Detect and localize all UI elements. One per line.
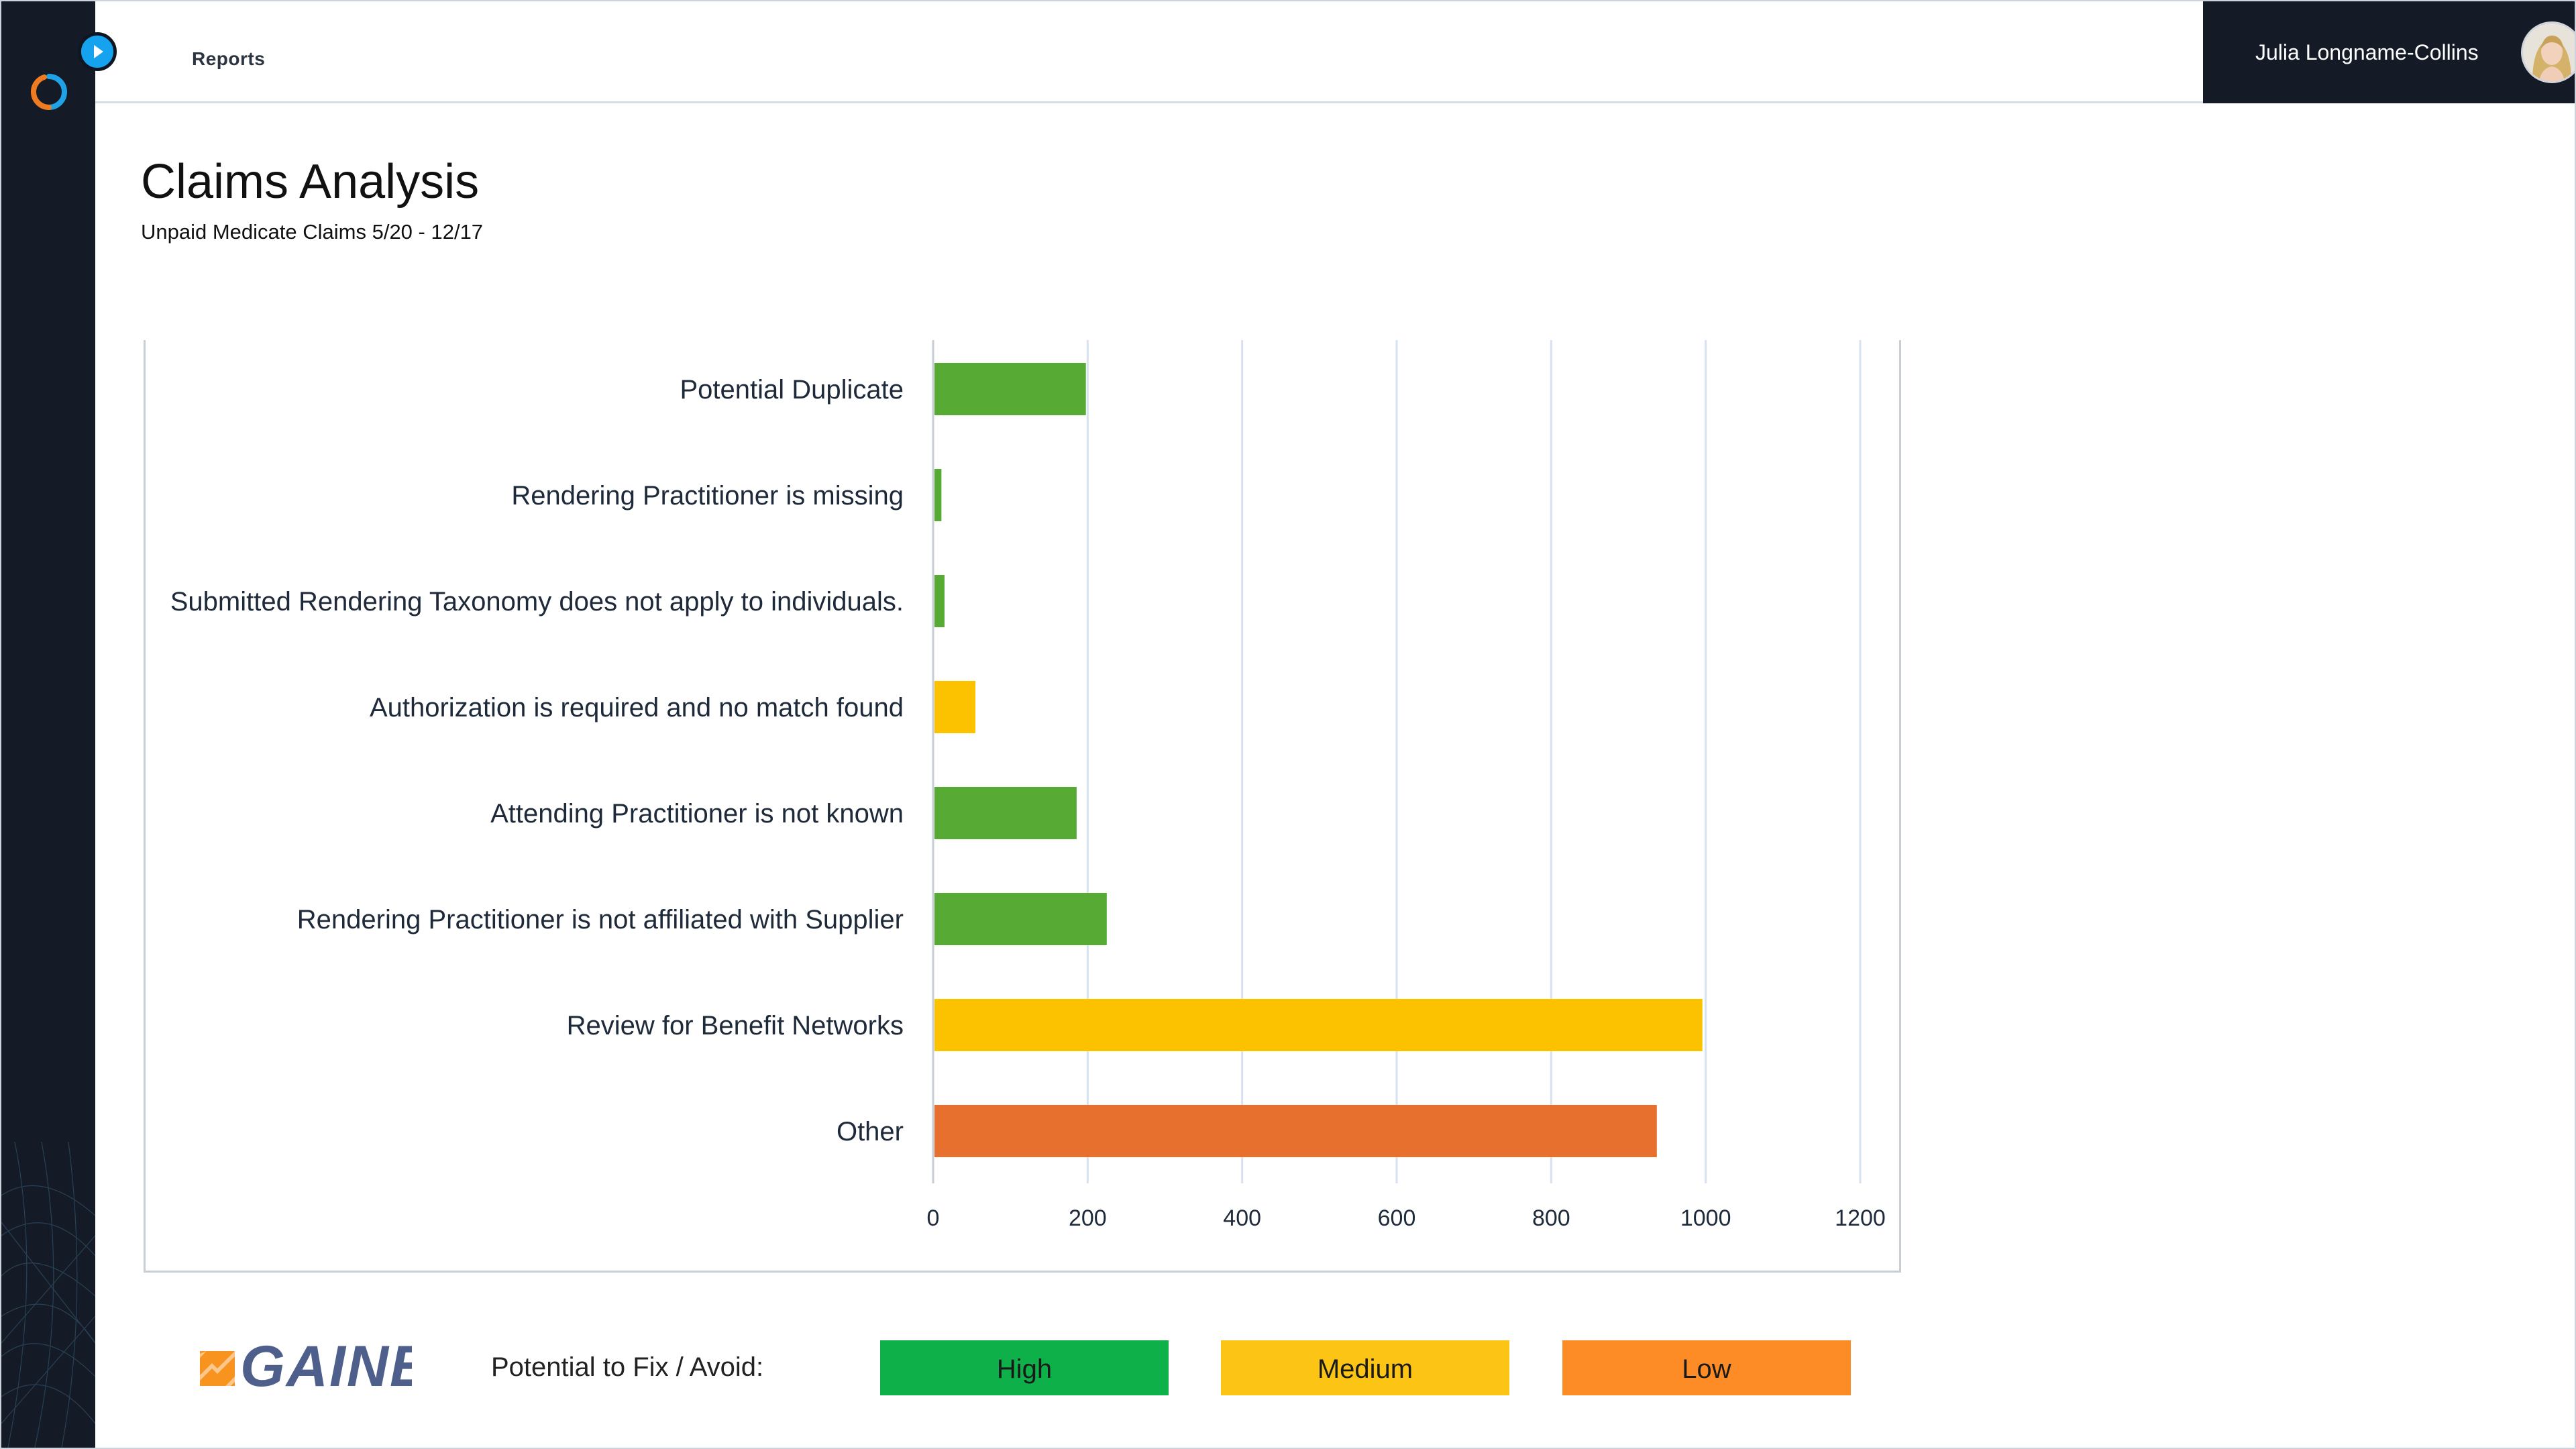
claims-chart: Potential Duplicate Rendering Practitione… [144, 340, 1901, 1273]
bar-5 [934, 787, 1077, 839]
category-label: Review for Benefit Networks [567, 1011, 904, 1040]
page-title: Claims Analysis [141, 155, 480, 209]
user-menu[interactable]: Julia Longname-Collins [2203, 1, 2575, 103]
bar-6 [934, 893, 1107, 945]
category-label: Attending Practitioner is not known [490, 799, 904, 828]
sidebar-network-texture [1, 1142, 95, 1448]
x-tick-label: 0 [927, 1205, 940, 1231]
x-tick-label: 200 [1069, 1205, 1107, 1231]
claims-bar-chart: Potential Duplicate Rendering Practitione… [170, 340, 1886, 1231]
legend-high: High [880, 1340, 1169, 1395]
x-tick-label: 400 [1223, 1205, 1261, 1231]
category-label: Submitted Rendering Taxonomy does not ap… [170, 587, 904, 616]
bar-2 [934, 469, 942, 521]
legend-title: Potential to Fix / Avoid: [491, 1352, 764, 1382]
avatar[interactable] [2521, 21, 2575, 83]
app-logo-icon[interactable] [30, 72, 68, 111]
bar-7 [934, 999, 1703, 1051]
legend-low: Low [1562, 1340, 1851, 1395]
x-tick-label: 600 [1378, 1205, 1416, 1231]
user-name[interactable]: Julia Longname-Collins [2255, 40, 2479, 64]
gaine-mark-icon [200, 1351, 235, 1386]
sidebar [1, 1, 95, 1448]
x-tick-label: 800 [1532, 1205, 1570, 1231]
bar-3 [934, 575, 945, 627]
bar-4 [934, 681, 976, 733]
brand-name: GAINE [240, 1335, 412, 1395]
header-bar: Reports Julia Longname-Collins [95, 1, 2575, 103]
category-label: Rendering Practitioner is not affiliated… [297, 905, 904, 934]
breadcrumb[interactable]: Reports [192, 48, 266, 69]
category-label: Rendering Practitioner is missing [511, 481, 904, 511]
avatar-portrait-icon [2523, 23, 2575, 81]
category-label: Potential Duplicate [680, 375, 904, 405]
gaine-brand-logo: GAINE [200, 1335, 412, 1395]
play-icon [94, 45, 103, 58]
bar-1 [934, 363, 1086, 415]
sidebar-expand-button[interactable] [78, 32, 117, 71]
page-subtitle: Unpaid Medicate Claims 5/20 - 12/17 [141, 220, 484, 244]
x-tick-label: 1200 [1835, 1205, 1886, 1231]
x-tick-label: 1000 [1680, 1205, 1731, 1231]
legend-medium: Medium [1221, 1340, 1509, 1395]
category-label: Other [837, 1117, 904, 1146]
category-label: Authorization is required and no match f… [370, 693, 904, 722]
bar-8 [934, 1105, 1657, 1157]
